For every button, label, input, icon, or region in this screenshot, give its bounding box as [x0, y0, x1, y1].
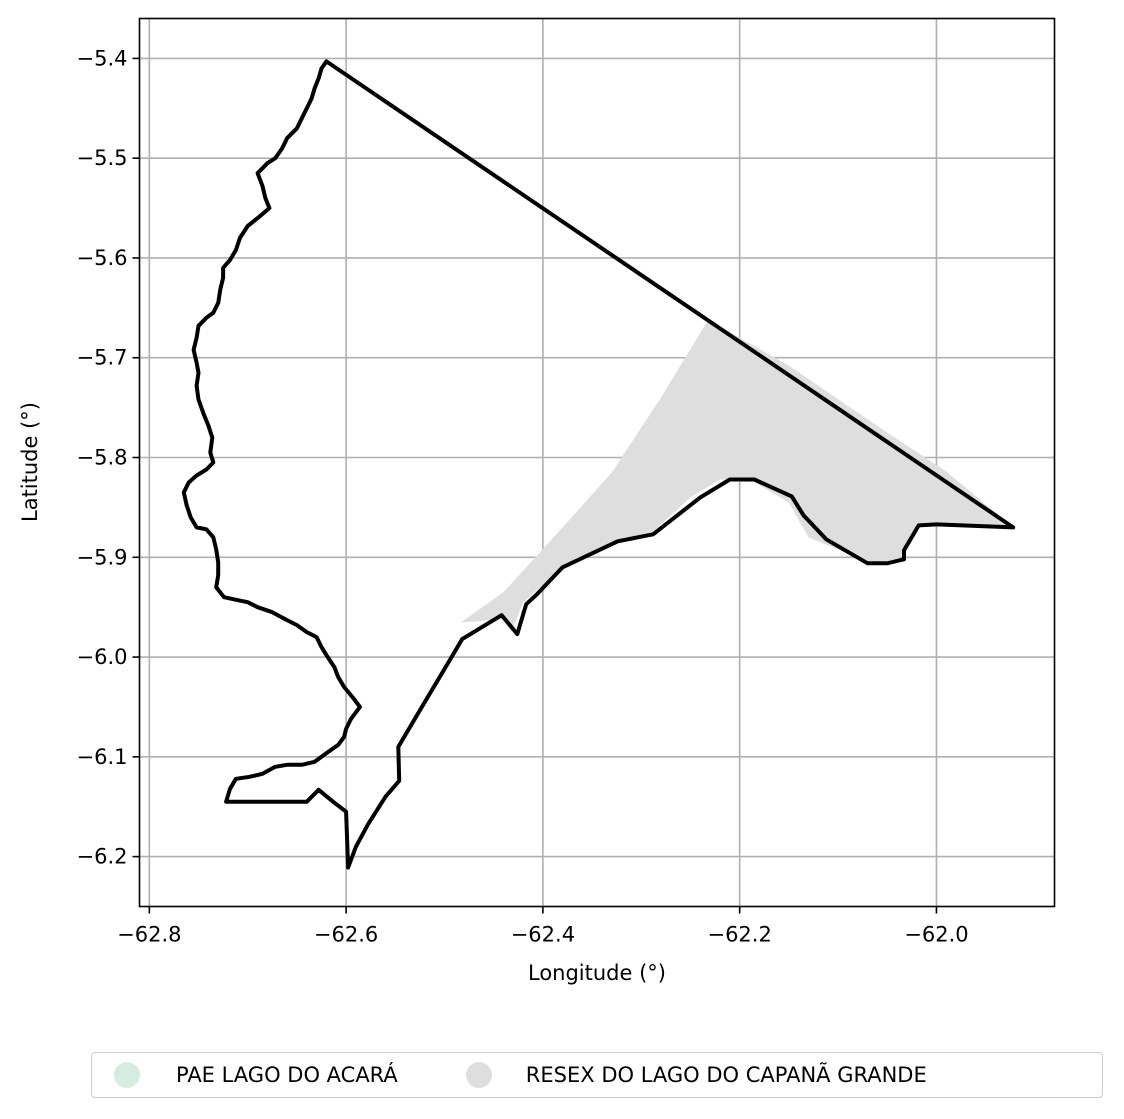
y-tick-label: −5.7 — [77, 346, 128, 370]
x-tick-label: −62.8 — [117, 923, 181, 947]
y-tick-label: −5.8 — [77, 446, 128, 470]
x-axis-title: Longitude (°) — [528, 961, 666, 985]
y-tick-label: −5.5 — [77, 146, 128, 170]
map-areas — [461, 319, 1014, 633]
boundary-lines — [181, 59, 1016, 870]
y-axis: −5.4 −5.5 −5.6 −5.7 −5.8 −5.9 −6.0 −6.1 −6.2 — [77, 46, 140, 869]
legend-label-pae: PAE LAGO DO ACARÁ — [176, 1063, 398, 1087]
municipality-boundary — [181, 59, 1016, 870]
x-tick-label: −62.6 — [314, 923, 378, 947]
x-tick-label: −62.0 — [904, 923, 968, 947]
y-tick-label: −5.9 — [77, 545, 128, 569]
y-tick-label: −5.4 — [77, 46, 128, 70]
legend-swatch-pae — [114, 1062, 140, 1088]
x-axis: −62.8 −62.6 −62.4 −62.2 −62.0 — [117, 906, 969, 947]
y-tick-label: −6.0 — [77, 645, 128, 669]
map-plot: −62.8 −62.6 −62.4 −62.2 −62.0 −5.4−5.5−5.6−5… — [18, 17, 1056, 985]
y-tick-label: −5.6 — [77, 246, 128, 270]
legend-label-resex: RESEX DO LAGO DO CAPANÃ GRANDE — [525, 1063, 927, 1087]
legend-item-pae: PAE LAGO DO ACARÁ — [114, 1053, 398, 1097]
y-axis-title: Latitude (°) — [18, 402, 42, 522]
grid-lines — [139, 18, 1055, 907]
map-area — [461, 319, 1014, 633]
plot-frame — [138, 17, 1056, 908]
legend-item-resex: RESEX DO LAGO DO CAPANÃ GRANDE — [465, 1053, 927, 1097]
y-tick-label: −6.2 — [77, 845, 128, 869]
legend-swatch-resex — [465, 1062, 492, 1088]
y-tick-label: −6.1 — [77, 745, 128, 769]
x-tick-label: −62.4 — [511, 923, 575, 947]
legend: PAE LAGO DO ACARÁ RESEX DO LAGO DO CAPAN… — [91, 1052, 1103, 1098]
x-tick-label: −62.2 — [707, 923, 771, 947]
